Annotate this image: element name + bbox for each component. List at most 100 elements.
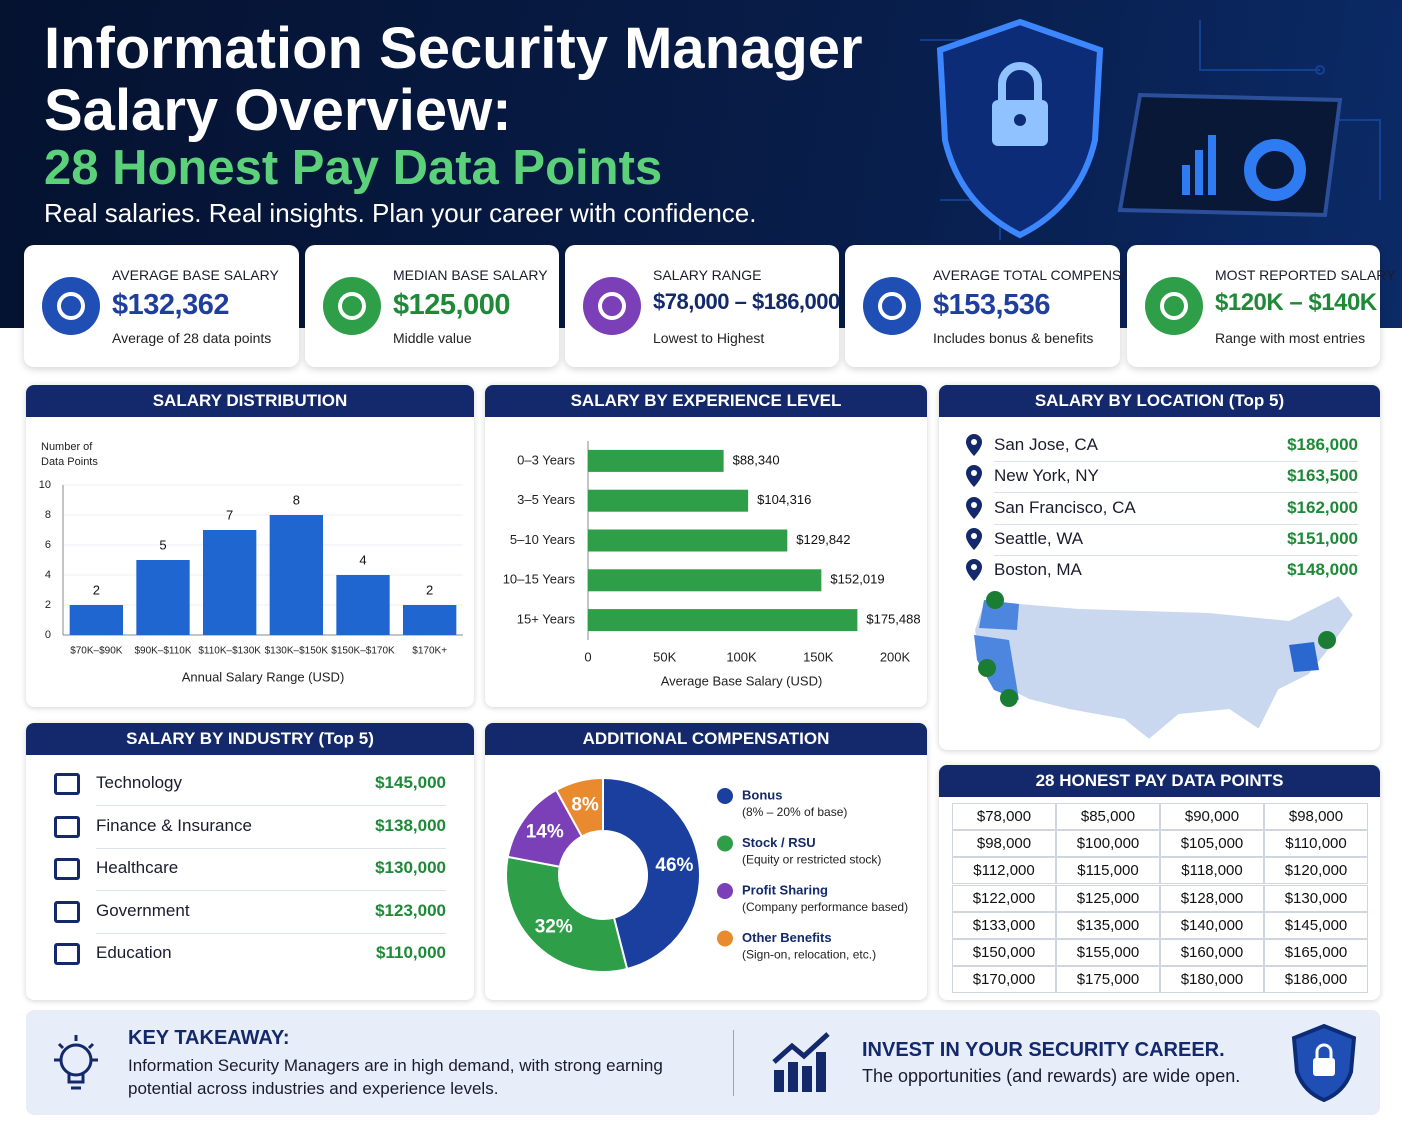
stat-card: SALARY RANGE $78,000 – $186,000 Lowest to … [565, 245, 840, 367]
table-cell: $145,000 [1264, 911, 1368, 939]
x-tick-label: 50K [653, 649, 676, 664]
x-tick-label: $110K–$130K [198, 646, 261, 657]
card-value: $153,536 [933, 289, 1050, 321]
table-cell: $186,000 [1264, 966, 1368, 994]
y-tick-label: 5–10 Years [510, 532, 576, 547]
industry-icon [54, 900, 80, 923]
x-tick-label: 100K [726, 649, 757, 664]
value-label: 2 [93, 582, 100, 597]
chart: 46% Bonus (8% – 20% of base) 32% Stock / RSU… [505, 776, 908, 973]
value-label: 32% [535, 917, 573, 938]
table-cell: $133,000 [952, 911, 1056, 939]
table-cell: $135,000 [1056, 911, 1160, 939]
x-tick-label: 0 [584, 649, 591, 664]
industry-icon [54, 815, 80, 838]
card-label: MOST REPORTED SALARY [1215, 267, 1396, 283]
card-value: $132,362 [112, 289, 229, 321]
pin-dot [971, 470, 977, 477]
legend-swatch [717, 883, 733, 899]
takeaway-text: Information Security Managers are in hig… [128, 1056, 663, 1098]
separator [96, 805, 446, 806]
industry: Healthcare [96, 858, 179, 877]
y-tick-label: 6 [45, 539, 51, 551]
pin-icon [966, 465, 982, 488]
bar [69, 605, 123, 635]
bar [136, 560, 190, 635]
legend-swatch [717, 835, 733, 852]
x-axis-label: Annual Salary Range (USD) [182, 669, 345, 684]
title-line: Salary Overview: [44, 78, 512, 143]
city: Seattle, WA [994, 528, 1084, 548]
industry: Government [96, 900, 190, 920]
pin-icon [966, 434, 982, 456]
bar [588, 529, 788, 552]
icon-circle [863, 277, 921, 335]
card-note: Range with most entries [1215, 330, 1366, 346]
x-tick-label: 200K [880, 649, 911, 664]
value-label: 5 [159, 537, 166, 552]
icon-glyph [1160, 292, 1188, 320]
invest-text: The opportunities (and rewards) are wide… [862, 1066, 1241, 1086]
panel: SALARY BY EXPERIENCE LEVEL 0 50K 100K 150K 2… [485, 385, 927, 707]
panel-title: SALARY BY EXPERIENCE LEVEL [485, 385, 927, 417]
salary: $130,000 [375, 858, 446, 877]
card-icon [323, 277, 381, 335]
y-tick-label: 2 [45, 599, 51, 611]
salary: $145,000 [375, 773, 446, 792]
table-cell: $125,000 [1056, 884, 1160, 912]
card-icon [583, 277, 641, 335]
table-cell: $128,000 [1160, 884, 1264, 912]
bulb-icon [54, 1035, 98, 1090]
panel-title: ADDITIONAL COMPENSATION [485, 723, 927, 755]
legend-swatch [717, 788, 733, 804]
card-label: SALARY RANGE [653, 267, 762, 283]
table-cell: $160,000 [1160, 939, 1264, 966]
x-axis-label: Average Base Salary (USD) [661, 673, 823, 688]
table-cell: $115,000 [1056, 857, 1160, 885]
panel: SALARY BY INDUSTRY (Top 5) Technology $14… [26, 723, 474, 1000]
tagline: Real salaries. Real insights. Plan your … [44, 198, 757, 228]
separator [96, 847, 446, 849]
footer: KEY TAKEAWAY: Information Security Manag… [26, 1010, 1380, 1115]
card-note: Includes bonus & benefits [933, 330, 1094, 346]
growth-icon [772, 1032, 830, 1092]
pin-icon [966, 559, 982, 582]
salary: $110,000 [376, 943, 446, 962]
donut-slice [505, 855, 629, 973]
chart: 0 50K 100K 150K 200K $88,340 0–3 Years $104,316… [503, 441, 921, 688]
stat-card: AVERAGE TOTAL COMPENSATION $153,536 Includ… [845, 245, 1163, 367]
table-cell: $90,000 [1160, 803, 1264, 830]
y-tick-label: 10–15 Years [503, 572, 576, 587]
panel: ADDITIONAL COMPENSATION 46% Bonus (8% – 20… [485, 723, 927, 1000]
panel-title: SALARY DISTRIBUTION [26, 385, 474, 417]
value-label: 7 [226, 507, 233, 522]
table-cell: $98,000 [952, 830, 1056, 858]
stat-card: AVERAGE BASE SALARY $132,362 Average of 28… [24, 245, 299, 367]
table-cell: $120,000 [1264, 857, 1368, 885]
legend-note: (Sign-on, relocation, etc.) [742, 948, 876, 962]
table-cell: $105,000 [1160, 830, 1264, 858]
y-axis-label: Number of Data Points [41, 441, 98, 468]
legend-note: (Equity or restricted stock) [742, 853, 881, 867]
table-cell: $140,000 [1160, 911, 1264, 939]
table-cell: $165,000 [1264, 939, 1368, 966]
x-tick-label: $90K–$110K [134, 646, 191, 657]
x-tick-label: $170K+ [412, 646, 447, 657]
industry-icon [54, 943, 80, 965]
legend-note: (Company performance based) [742, 900, 908, 914]
x-tick-label: $130K–$150K [265, 646, 329, 657]
card-note: Average of 28 data points [112, 330, 272, 346]
table-cell: $100,000 [1056, 830, 1160, 858]
value-label: 8 [293, 492, 300, 507]
salary: $163,500 [1287, 466, 1358, 486]
bar [403, 605, 457, 635]
y-tick-label: 0 [45, 629, 51, 641]
title-line: Information Security Manager [44, 16, 863, 81]
card-label: MEDIAN BASE SALARY [393, 267, 548, 283]
card-label: AVERAGE TOTAL COMPENSATION [933, 267, 1164, 283]
table-cell: $78,000 [952, 803, 1056, 830]
value-label: $129,842 [796, 532, 850, 547]
value-label: 2 [426, 582, 433, 597]
legend-label: Other Benefits [742, 930, 832, 945]
